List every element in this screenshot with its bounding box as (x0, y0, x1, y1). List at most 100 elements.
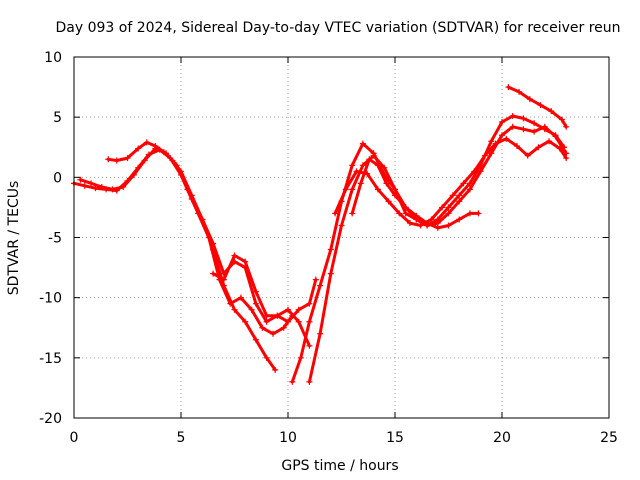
data-point (516, 88, 523, 95)
data-point (152, 143, 159, 150)
data-point (456, 216, 463, 223)
data-point (466, 210, 473, 217)
data-point (374, 186, 381, 193)
data-point (445, 222, 452, 229)
series-track-8 (349, 156, 482, 231)
axis-ticks: 0 5 10 15 20 25 10 5 0 -5 -10 -15 -20 (39, 50, 618, 446)
data-point (263, 318, 270, 325)
chart-title: Day 093 of 2024, Sidereal Day-to-day VTE… (55, 20, 620, 36)
data-point (327, 246, 334, 253)
data-point (445, 210, 452, 217)
data-point (505, 84, 512, 91)
data-point (357, 180, 364, 187)
data-point (546, 138, 553, 145)
data-point (406, 220, 413, 227)
data-point (413, 212, 420, 219)
data-point (381, 164, 388, 171)
data-point (105, 156, 112, 163)
data-point (199, 216, 206, 223)
data-point (556, 145, 563, 152)
data-point (270, 330, 277, 337)
data-point (563, 155, 570, 162)
series-track-3 (105, 139, 313, 349)
data-point (359, 162, 366, 169)
data-point (520, 115, 527, 122)
data-point (531, 128, 538, 135)
data-point (349, 210, 356, 217)
data-point (524, 152, 531, 159)
data-point (535, 144, 542, 151)
data-point (370, 152, 377, 159)
y-tick-label: -15 (39, 351, 62, 367)
data-point (509, 112, 516, 119)
data-point (272, 366, 279, 373)
data-point (392, 186, 398, 193)
data-point (332, 210, 339, 217)
x-tick-label: 25 (600, 430, 618, 446)
data-point (227, 300, 234, 307)
data-point (297, 354, 304, 361)
data-point (263, 312, 270, 319)
data-point (242, 318, 249, 325)
data-point (231, 306, 238, 313)
data-point (252, 336, 259, 343)
y-tick-label: 5 (53, 110, 62, 126)
data-point (169, 157, 176, 164)
x-tick-label: 20 (493, 430, 511, 446)
data-point (548, 108, 555, 115)
data-point (306, 342, 313, 349)
data-point (231, 252, 238, 259)
y-tick-label: 10 (44, 50, 62, 66)
data-point (289, 378, 296, 385)
data-point (98, 183, 105, 190)
data-point (263, 354, 270, 361)
y-tick-label: -5 (48, 231, 62, 247)
y-axis-label: SDTVAR / TECUs (6, 181, 22, 296)
series-line (350, 157, 480, 230)
data-point (109, 186, 116, 193)
data-point (327, 270, 334, 277)
data-point (449, 192, 456, 199)
data-point (285, 306, 291, 313)
data-point (130, 171, 137, 178)
data-point (141, 157, 148, 164)
data-point (237, 294, 244, 301)
data-point (317, 330, 324, 337)
grid (74, 57, 609, 418)
data-point (252, 300, 259, 307)
data-point (402, 204, 409, 211)
data-point (513, 143, 520, 150)
data-point (374, 162, 381, 169)
data-point (113, 157, 120, 164)
data-point (492, 140, 499, 147)
data-point (477, 168, 484, 175)
data-point (439, 204, 446, 211)
series-track-4 (210, 252, 319, 325)
data-point (295, 306, 302, 313)
data-point (349, 162, 356, 169)
x-tick-label: 0 (70, 430, 79, 446)
data-point (306, 378, 313, 385)
data-point (499, 118, 505, 125)
data-point (460, 180, 467, 187)
data-point (481, 152, 488, 159)
data-point (417, 222, 424, 229)
data-point (274, 312, 281, 319)
data-point (428, 216, 435, 223)
plot-frame (73, 56, 610, 419)
data-point (338, 222, 345, 229)
data-point (285, 318, 291, 325)
series-line (78, 147, 294, 336)
data-point (81, 182, 88, 189)
data-point (353, 168, 360, 175)
data-point (471, 168, 478, 175)
data-point (424, 220, 431, 227)
series-track-9 (505, 84, 570, 130)
data-point (188, 192, 195, 199)
data-point (220, 276, 227, 283)
data-point (503, 135, 510, 142)
data-point (178, 168, 184, 175)
data-point (466, 186, 473, 193)
data-point (520, 126, 527, 133)
